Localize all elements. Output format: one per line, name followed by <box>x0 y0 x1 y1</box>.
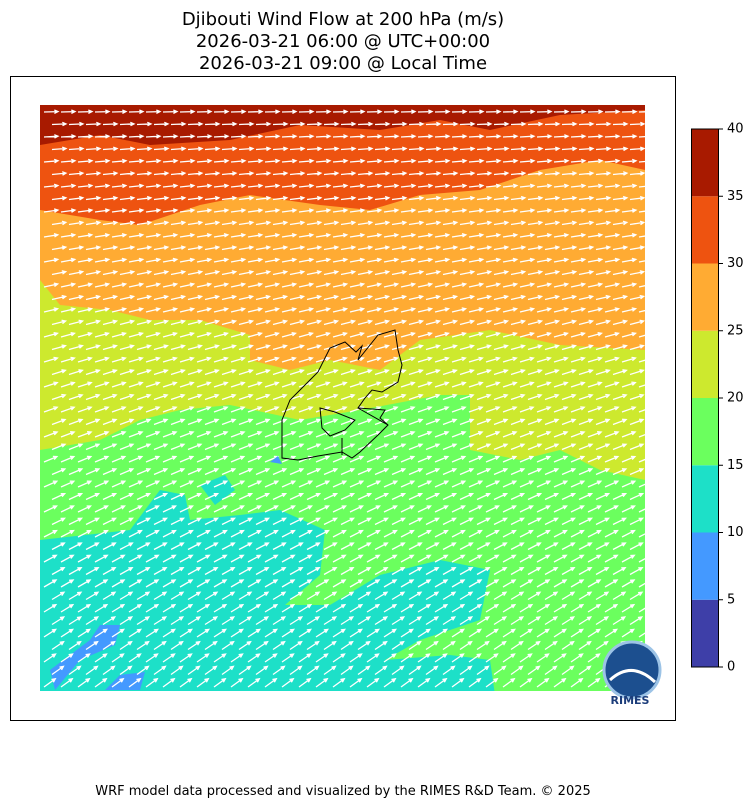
tick-label: 20 <box>727 391 744 406</box>
tick-label: 25 <box>727 323 744 338</box>
colorbar-segment <box>691 532 719 600</box>
wind-arrows <box>43 109 645 688</box>
tick-label: 0 <box>727 660 735 675</box>
title-line: Djibouti Wind Flow at 200 hPa (m/s) <box>182 9 504 30</box>
footer: WRF model data processed and visualized … <box>95 784 591 799</box>
region-5-10 <box>270 456 282 464</box>
tick-label: 10 <box>727 525 744 540</box>
colorbar-segment <box>691 196 719 264</box>
country-outline <box>281 329 403 461</box>
colorbar: 0 5 10 15 20 25 30 35 40 <box>691 122 744 675</box>
title-line: 2026-03-21 09:00 @ Local Time <box>199 53 487 74</box>
tick-label: 40 <box>727 122 744 137</box>
colorbar-segment <box>691 465 719 533</box>
colorbar-segment <box>691 129 719 197</box>
title-line: 2026-03-21 06:00 @ UTC+00:00 <box>196 31 490 52</box>
colorbar-segment <box>691 398 719 466</box>
tick-label: 35 <box>727 189 744 204</box>
logo-text: RIMES <box>611 694 650 707</box>
tick-label: 15 <box>727 458 744 473</box>
logo-wave <box>608 669 657 684</box>
tick-label: 30 <box>727 256 744 271</box>
logo: RIMES <box>602 640 662 707</box>
wind-field <box>40 105 645 691</box>
colorbar-segment <box>691 263 719 331</box>
colorbar-segment <box>691 330 719 398</box>
colorbar-segment <box>691 599 719 667</box>
tick-label: 5 <box>727 592 735 607</box>
colorbar-frame <box>691 128 719 668</box>
region-10-15 <box>40 490 495 691</box>
